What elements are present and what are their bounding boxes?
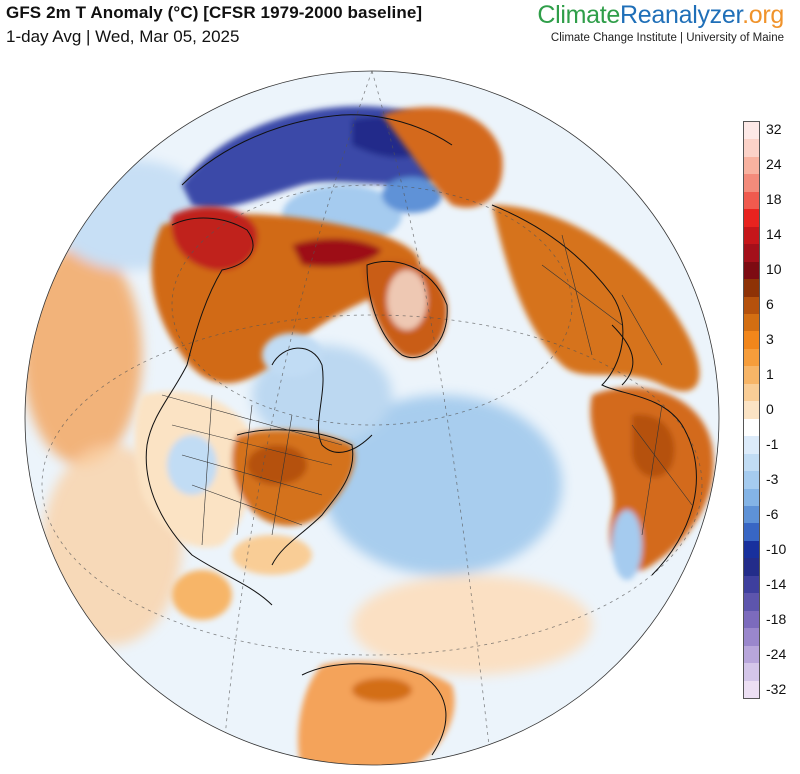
brand-logo-part2: Reanalyzer	[620, 1, 743, 29]
legend-swatch	[744, 209, 759, 227]
legend-swatch	[744, 471, 759, 489]
legend-label: 18	[766, 191, 782, 207]
region-gulf-coast	[232, 535, 312, 575]
legend-label: -3	[766, 471, 779, 487]
legend-label: -14	[766, 576, 787, 592]
legend-swatch	[744, 628, 759, 646]
legend-label: 3	[766, 331, 774, 347]
brand-logo-part3: .org	[742, 1, 784, 29]
legend-label: 6	[766, 296, 774, 312]
legend-swatch	[744, 156, 759, 175]
legend-label: 24	[766, 156, 782, 172]
legend-label: 1	[766, 366, 774, 382]
region-alaska-hot	[171, 206, 258, 271]
region-tropical-atlantic	[352, 575, 592, 675]
anomaly-globe-map	[24, 70, 720, 766]
region-south-america-warm	[298, 661, 455, 765]
legend-swatch	[744, 488, 759, 506]
region-africa-hot-core	[632, 414, 675, 478]
map-title: GFS 2m T Anomaly (°C) [CFSR 1979-2000 ba…	[6, 3, 423, 22]
legend-swatch	[744, 313, 759, 332]
legend-swatch	[744, 593, 759, 611]
globe-outline	[24, 70, 720, 766]
brand-logo-part1: Climate	[537, 1, 621, 29]
legend-swatch	[744, 296, 759, 314]
legend-swatch	[744, 610, 759, 629]
legend-swatch	[744, 348, 759, 367]
legend-swatch	[744, 575, 759, 594]
region-atlantic-cool	[322, 395, 562, 575]
legend-swatch	[744, 261, 759, 280]
legend-label: 32	[766, 121, 782, 137]
political-borders	[161, 234, 693, 546]
map-subtitle: 1-day Avg | Wed, Mar 05, 2025	[6, 27, 240, 46]
legend-label: -32	[766, 681, 787, 697]
legend-label: 0	[766, 401, 774, 417]
legend-label: 14	[766, 226, 782, 242]
legend-swatch	[744, 523, 759, 541]
graticule-lines	[41, 71, 703, 765]
legend-swatch	[744, 418, 759, 437]
legend-swatch	[744, 366, 759, 384]
legend-label: -24	[766, 646, 787, 662]
region-east-africa-cool	[612, 510, 642, 580]
legend-swatch	[744, 383, 759, 402]
legend-swatch	[744, 680, 759, 698]
legend-swatch	[744, 663, 759, 681]
legend-swatch	[744, 139, 759, 157]
region-hudson-bay-cool	[262, 333, 322, 377]
legend-swatch	[744, 401, 759, 419]
legend-swatch	[744, 122, 759, 140]
legend-swatch	[744, 436, 759, 454]
legend-label: -18	[766, 611, 787, 627]
region-laptev-cool	[382, 177, 442, 213]
region-rockies-cool	[167, 435, 217, 495]
region-mexico-warm	[172, 570, 232, 620]
legend-swatch	[744, 279, 759, 297]
legend-label: -10	[766, 541, 787, 557]
legend-swatch	[744, 453, 759, 472]
region-west-pacific-warm	[25, 245, 142, 465]
legend-swatch	[744, 505, 759, 524]
region-barents-warm	[382, 107, 503, 208]
region-greenland-ice	[387, 270, 427, 330]
legend-swatch	[744, 244, 759, 262]
legend-swatch	[744, 645, 759, 664]
color-legend	[743, 121, 760, 699]
brand-logo[interactable]: ClimateReanalyzer.org	[537, 1, 784, 30]
legend-label: -1	[766, 436, 779, 452]
legend-swatch	[744, 558, 759, 576]
legend-swatch	[744, 174, 759, 192]
legend-label: 10	[766, 261, 782, 277]
legend-swatch	[744, 226, 759, 245]
region-beaufort-hot	[292, 238, 382, 267]
coastlines	[145, 114, 697, 756]
legend-swatch	[744, 331, 759, 349]
region-amazon-hot	[352, 678, 412, 702]
legend-swatch	[744, 191, 759, 210]
brand-subtitle: Climate Change Institute | University of…	[550, 32, 784, 44]
legend-label: -6	[766, 506, 779, 522]
legend-swatch	[744, 540, 759, 559]
region-europe-warm	[492, 205, 700, 392]
